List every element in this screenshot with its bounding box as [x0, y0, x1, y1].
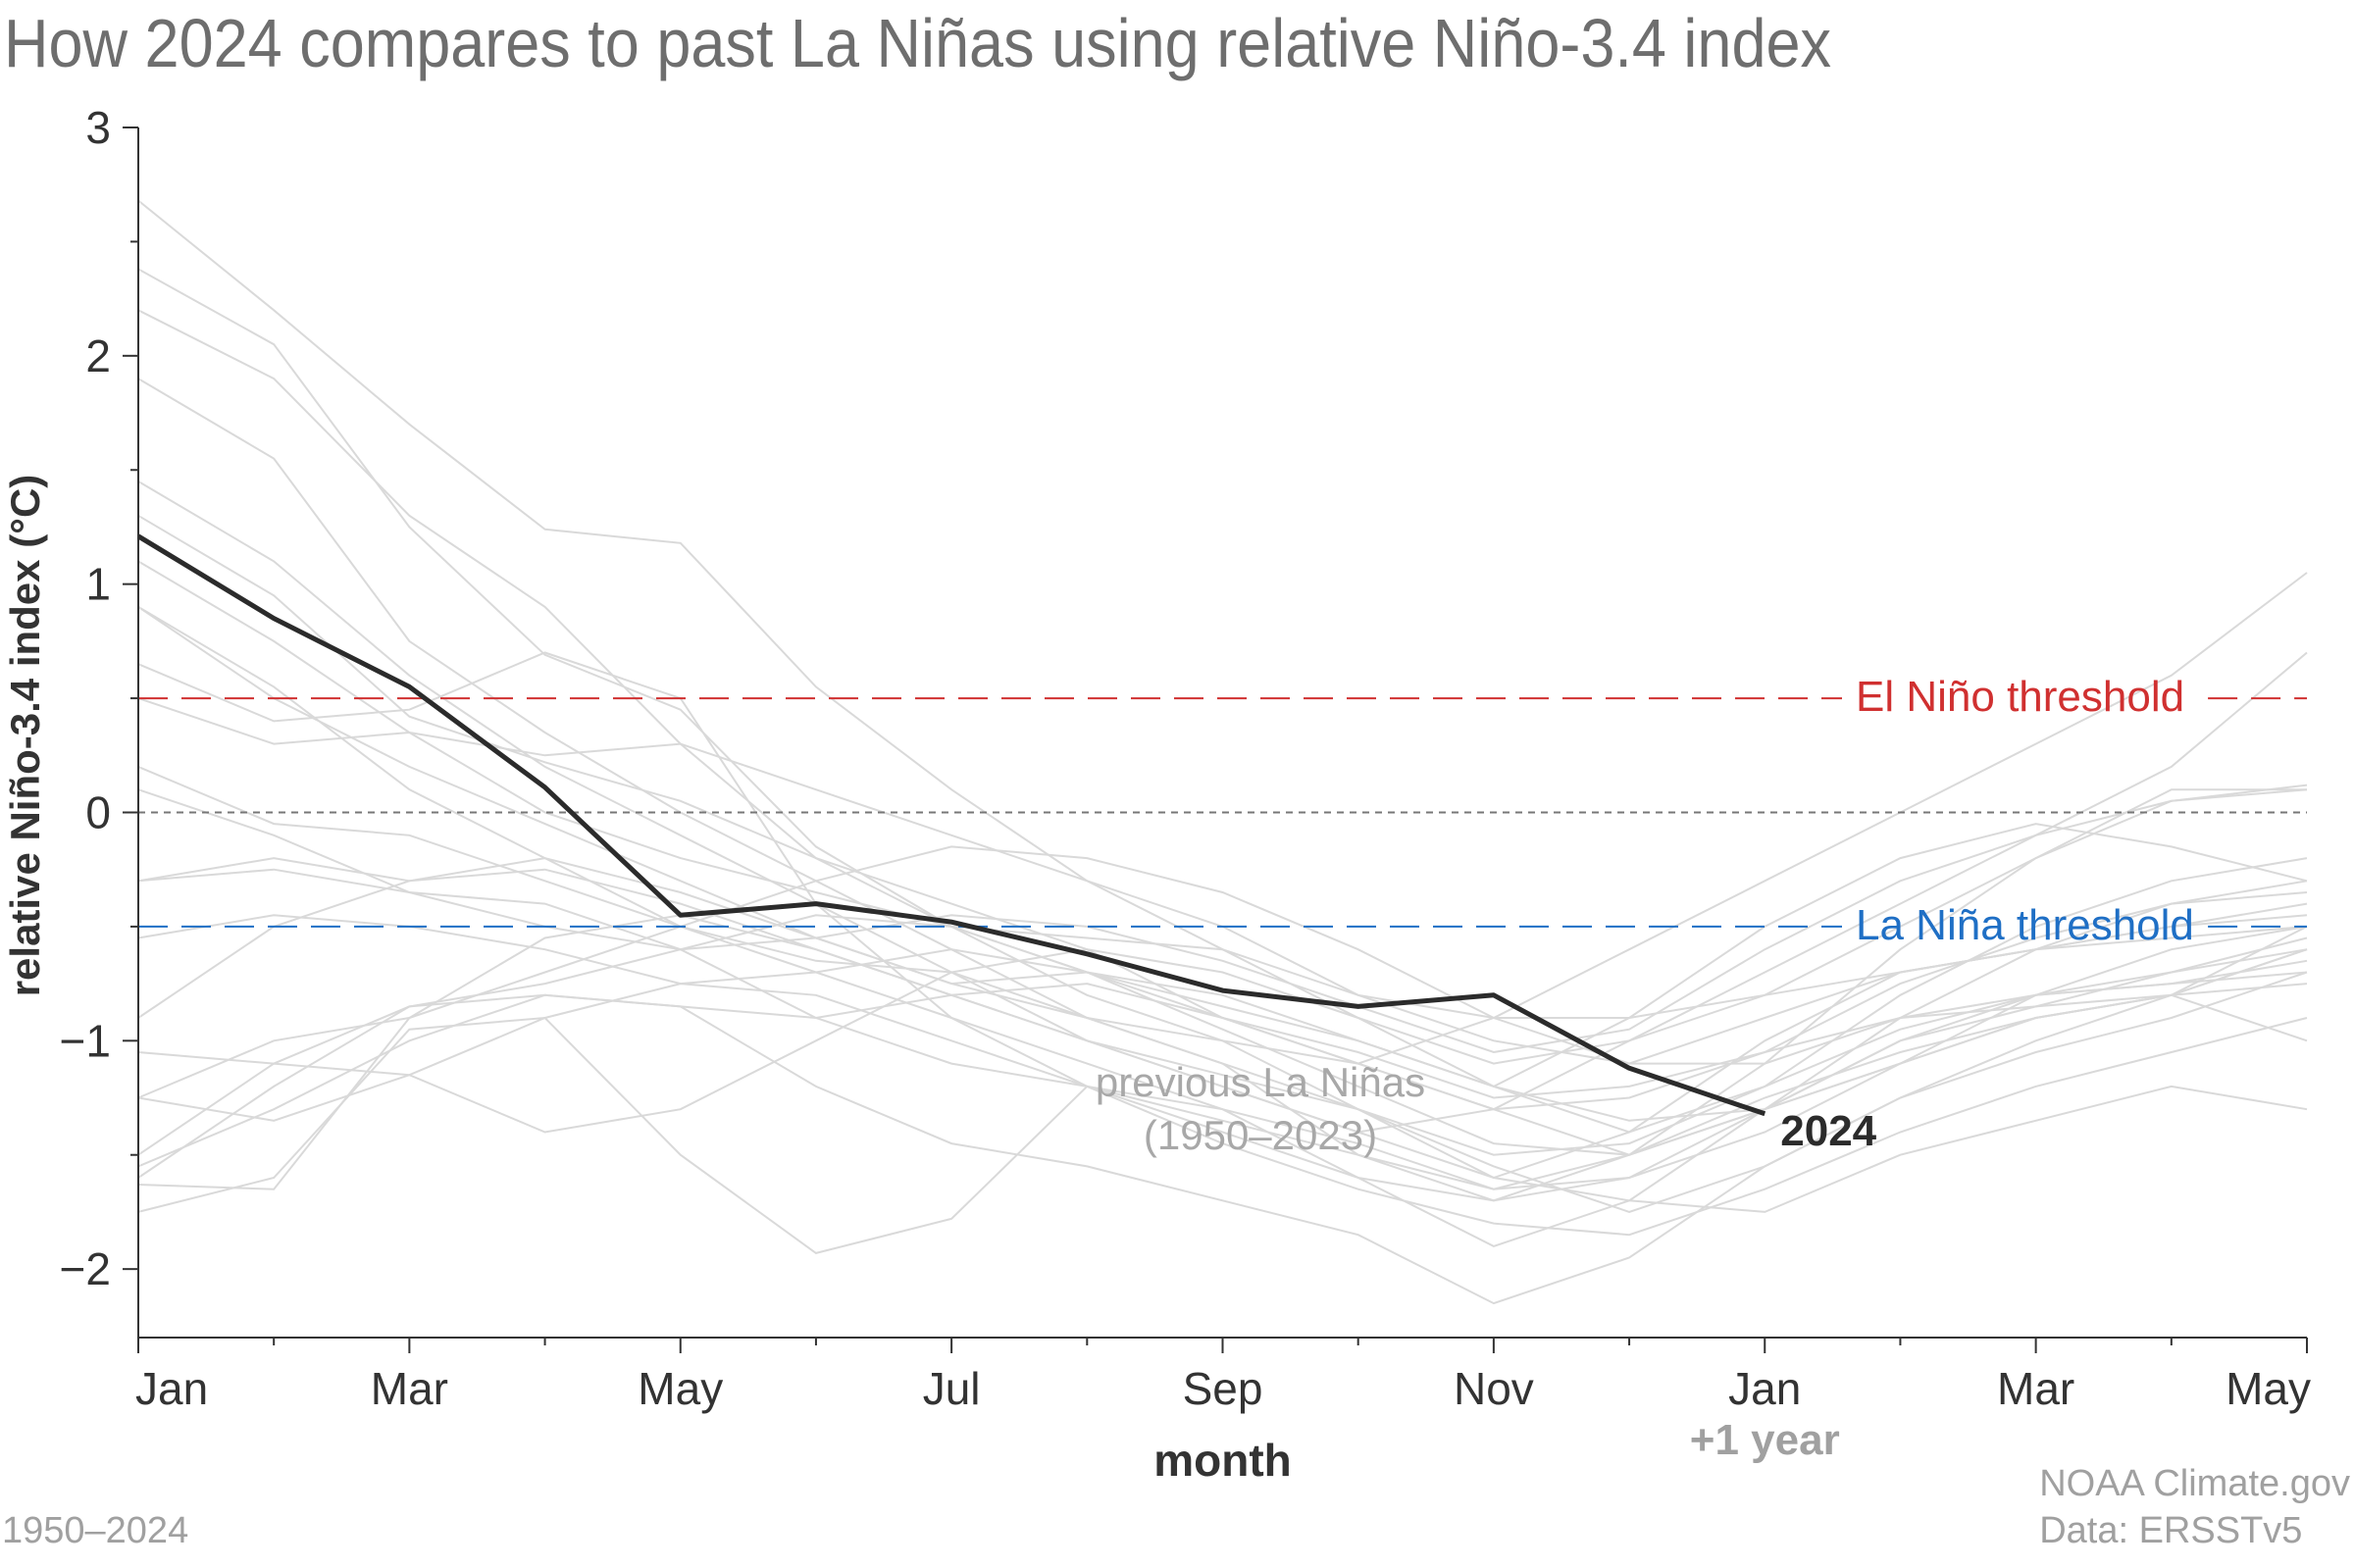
y-tick-label: 0 [85, 786, 111, 837]
credit-data: Data: ERSSTv5 [2039, 1509, 2303, 1551]
background-series-line [137, 845, 2308, 1099]
highlight-series-line [136, 533, 1766, 1117]
background-series-line [137, 914, 2308, 1122]
highlight-series-group [136, 533, 1766, 1117]
chart-labels: El Niño threshold La Niña threshold 2024 pr… [1096, 673, 2194, 1158]
background-label-line: previous La Niñas [1096, 1059, 1425, 1105]
y-axis-title: relative Niño-3.4 index (°C) [2, 475, 48, 997]
background-series-line [137, 868, 2308, 1202]
x-tick-label: Sep [1183, 1363, 1263, 1414]
threshold-label: La Niña threshold [1856, 901, 2194, 949]
background-series-line [137, 926, 2308, 1305]
credit: NOAA Climate.gov Data: ERSSTv5 [2039, 1461, 2350, 1554]
background-series-line [137, 914, 2308, 1213]
background-series-line [137, 948, 2308, 1254]
x-tick-label: May [638, 1363, 723, 1414]
background-series-line [137, 788, 2308, 1054]
y-tick-label: 2 [85, 330, 111, 381]
background-label: previous La Niñas (1950–2023) [1096, 1059, 1425, 1158]
background-series-line [137, 309, 2308, 1156]
x-tick-label: Mar [371, 1363, 448, 1414]
background-label-line: (1950–2023) [1144, 1112, 1377, 1158]
background-series-line [137, 983, 2308, 1237]
background-series-line [137, 914, 2308, 1179]
threshold-label: El Niño threshold [1856, 673, 2184, 721]
x-axis-title: month [1153, 1435, 1292, 1486]
year-range-note: 1950–2024 [2, 1510, 189, 1551]
x-tick-label: Jul [923, 1363, 981, 1414]
x-tick-label: Mar [1997, 1363, 2074, 1414]
x-tick-label: Nov [1454, 1363, 1534, 1414]
y-tick-label: 3 [85, 102, 111, 153]
x-tick-label: Jan [1728, 1363, 1801, 1414]
background-series-line [137, 823, 2308, 1087]
chart-title: How 2024 compares to past La Niñas using… [4, 5, 1832, 81]
y-tick-label: −1 [60, 1015, 111, 1066]
background-series-line [137, 959, 2308, 1156]
y-tick-label: −2 [60, 1243, 111, 1294]
y-tick-label: 1 [85, 559, 111, 610]
axes: 3 2 1 0 −1 −2 Jan Mar May Jul Sep Nov Jan Mar May +1 ye… [2, 102, 2311, 1486]
highlight-series-label: 2024 [1780, 1107, 1876, 1155]
background-series-line [137, 560, 2307, 1019]
background-series-line [137, 857, 2308, 1213]
x-tick-label: May [2226, 1363, 2311, 1414]
x-tick-label: Jan [135, 1363, 208, 1414]
background-series-line [137, 606, 2308, 1111]
credit-source: NOAA Climate.gov [2039, 1463, 2350, 1504]
x-sublabel: +1 year [1690, 1416, 1840, 1464]
background-series-line [137, 983, 2308, 1099]
